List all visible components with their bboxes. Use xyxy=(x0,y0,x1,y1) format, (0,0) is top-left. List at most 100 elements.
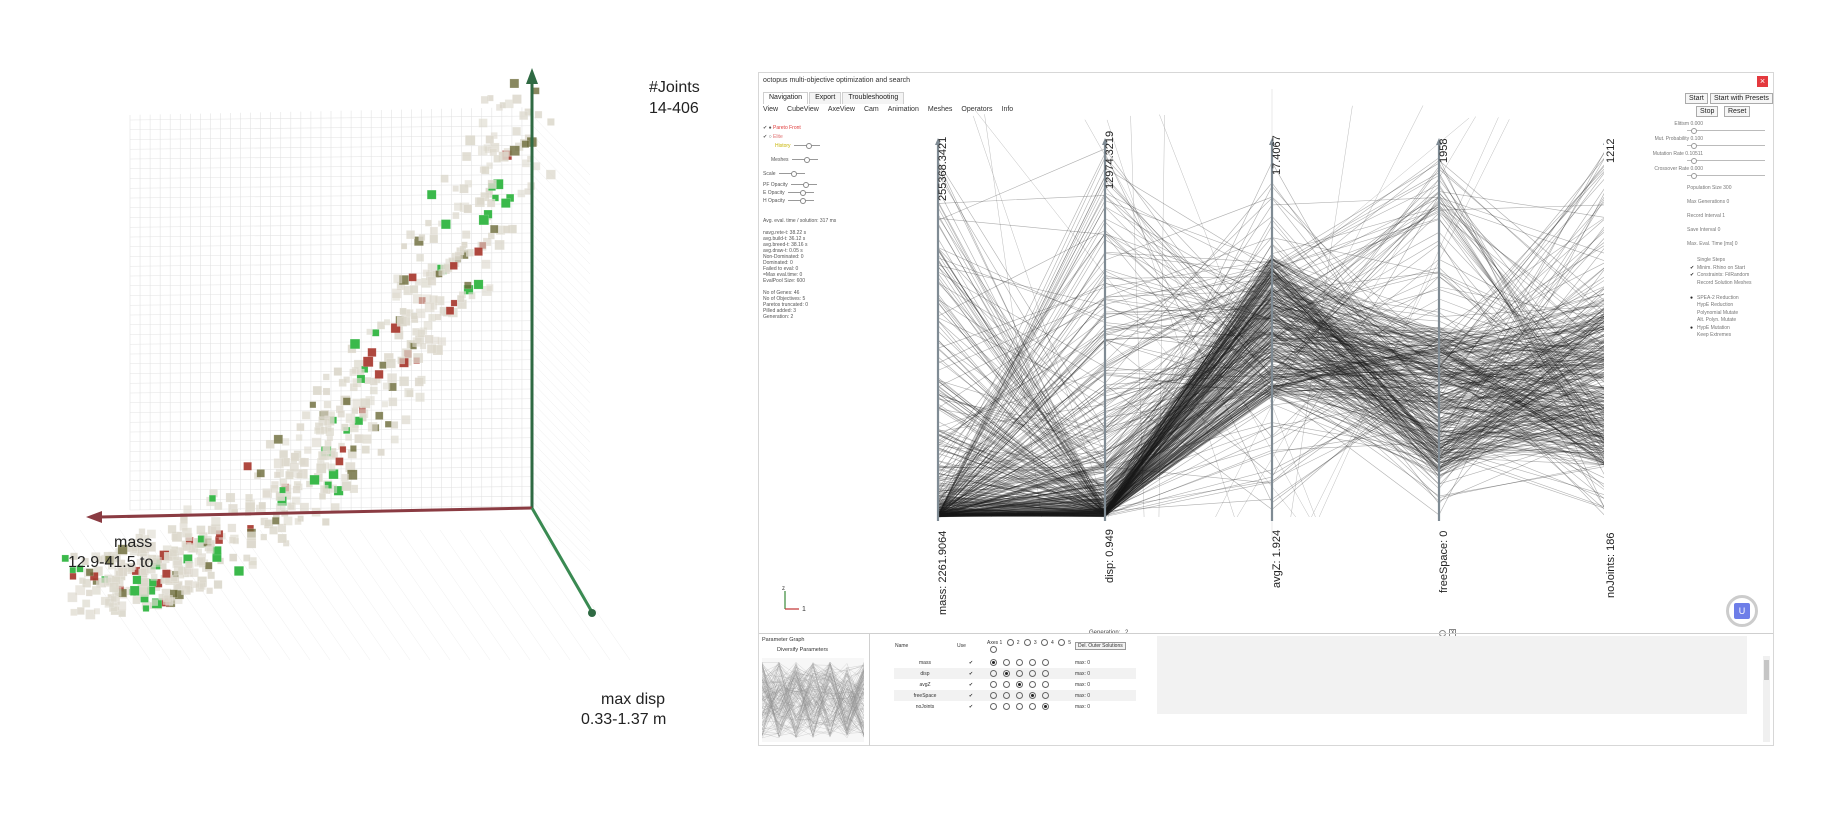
option-item[interactable]: ✔ Minim. Rhino on Start xyxy=(1690,265,1745,271)
grid-line xyxy=(129,193,533,199)
axis-radio[interactable] xyxy=(1016,703,1023,710)
axis-radio[interactable] xyxy=(1003,692,1010,699)
use-checkbox[interactable]: ✔ xyxy=(968,703,974,710)
objective-row[interactable]: mass ✔ max: 0 xyxy=(894,657,1136,668)
parameter-graph-line xyxy=(762,661,864,723)
axis-radio[interactable] xyxy=(1003,659,1010,666)
option-item[interactable]: ● HypE Mutation xyxy=(1690,325,1730,331)
axis-radio[interactable] xyxy=(990,703,997,710)
option-item[interactable]: Polynomial Mutate xyxy=(1690,310,1738,316)
option-item[interactable]: Record Solution Meshes xyxy=(1690,280,1751,286)
option-item[interactable]: Alt. Polyn. Mutate xyxy=(1690,317,1736,323)
diversify-parameters-label[interactable]: Diversify Parameters xyxy=(777,647,829,653)
menu-view[interactable]: View xyxy=(763,106,779,113)
grid-line xyxy=(129,310,533,316)
axes-radio-group[interactable] xyxy=(986,690,1074,701)
param-slider[interactable] xyxy=(1687,173,1765,179)
tab-export[interactable]: Export xyxy=(809,92,842,104)
user-logo-icon[interactable]: U xyxy=(1726,595,1758,627)
legend-elite[interactable]: ✔ ○ Elite xyxy=(763,134,783,140)
objective-row[interactable]: avgZ ✔ max: 0 xyxy=(894,679,1136,690)
use-checkbox[interactable]: ✔ xyxy=(968,692,974,699)
axis-radio[interactable] xyxy=(1016,670,1023,677)
tab-navigation[interactable]: Navigation xyxy=(763,92,809,104)
axis-radio[interactable] xyxy=(990,670,997,677)
legend-pareto[interactable]: ✔ ● Pareto Front xyxy=(763,125,801,131)
close-button[interactable]: × xyxy=(1757,76,1768,87)
axis-radio[interactable] xyxy=(1003,681,1010,688)
grid-line xyxy=(129,495,533,501)
axes-radio-group[interactable] xyxy=(986,657,1074,668)
setting-field[interactable]: Record Interval 1 xyxy=(1687,213,1726,219)
axis-radio[interactable] xyxy=(1016,681,1023,688)
menu-cubeview[interactable]: CubeView xyxy=(787,106,819,113)
objective-row[interactable]: noJoints ✔ max: 0 xyxy=(894,701,1136,712)
objective-row[interactable]: disp ✔ max: 0 xyxy=(894,668,1136,679)
e-opacity-slider[interactable] xyxy=(787,190,814,197)
pf-opacity-slider[interactable] xyxy=(790,182,817,189)
axis-radio[interactable] xyxy=(1003,703,1010,710)
param-slider[interactable] xyxy=(1687,128,1765,134)
axis-radio[interactable] xyxy=(1029,670,1036,677)
option-item[interactable] xyxy=(1690,287,1697,293)
del-outer-solutions-button[interactable]: Del. Outer Solutions xyxy=(1075,642,1126,650)
parallel-coordinates-plot[interactable] xyxy=(924,89,1604,539)
reset-button[interactable]: Reset xyxy=(1724,106,1751,117)
start-presets-button[interactable]: Start with Presets xyxy=(1710,93,1773,104)
option-item[interactable]: Keep Extremes xyxy=(1690,332,1731,338)
use-checkbox[interactable]: ✔ xyxy=(968,681,974,688)
axis-radio[interactable] xyxy=(1016,659,1023,666)
menu-cam[interactable]: Cam xyxy=(863,106,879,113)
tab-troubleshooting[interactable]: Troubleshooting xyxy=(842,92,905,104)
setting-field[interactable]: Population Size 300 xyxy=(1687,185,1732,191)
parameter-graph-thumbnail[interactable] xyxy=(762,658,864,742)
use-checkbox[interactable]: ✔ xyxy=(968,659,974,666)
param-slider[interactable] xyxy=(1687,143,1765,149)
axis-radio[interactable] xyxy=(1042,692,1049,699)
history-slider[interactable] xyxy=(793,143,820,150)
param-slider[interactable] xyxy=(1687,158,1765,164)
option-item[interactable]: ✔ Constraints: FilRandom xyxy=(1690,272,1749,278)
objective-max: max: 0 xyxy=(1075,703,1091,710)
axis-radio[interactable] xyxy=(1016,692,1023,699)
axis-radio[interactable] xyxy=(990,659,997,666)
objective-row[interactable]: freeSpace ✔ max: 0 xyxy=(894,690,1136,701)
menu-animation[interactable]: Animation xyxy=(887,106,919,113)
objectives-scrollbar[interactable] xyxy=(1763,656,1770,742)
axis-radio[interactable] xyxy=(1042,703,1049,710)
menu-meshes[interactable]: Meshes xyxy=(927,106,953,113)
menu-info[interactable]: Info xyxy=(1001,106,1014,113)
axis-radio[interactable] xyxy=(1042,670,1049,677)
h-opacity-slider[interactable] xyxy=(787,198,814,205)
axis-radio[interactable] xyxy=(990,681,997,688)
use-checkbox[interactable]: ✔ xyxy=(968,670,974,677)
meshes-slider[interactable] xyxy=(791,157,818,164)
setting-field[interactable]: Save Interval 0 xyxy=(1687,227,1721,233)
pareto-3d-plot[interactable] xyxy=(60,60,700,760)
axis-radio[interactable] xyxy=(1029,692,1036,699)
axes-radio-group[interactable] xyxy=(986,679,1074,690)
menu-axeview[interactable]: AxeView xyxy=(827,106,855,113)
axis-radio[interactable] xyxy=(1029,659,1036,666)
setting-field[interactable]: Max Generations 0 xyxy=(1687,199,1730,205)
disp-axis-title: max disp xyxy=(601,691,666,708)
grid-line xyxy=(531,164,591,225)
axis-radio[interactable] xyxy=(990,692,997,699)
stop-button[interactable]: Stop xyxy=(1696,106,1719,117)
option-item[interactable]: ● SPEA-2 Reduction xyxy=(1690,295,1739,301)
axis-radio[interactable] xyxy=(1042,659,1049,666)
axis-radio[interactable] xyxy=(1029,703,1036,710)
legend-history[interactable]: History xyxy=(775,143,923,150)
setting-field[interactable]: Max. Eval. Time [ms] 0 xyxy=(1687,241,1738,247)
scale-slider[interactable] xyxy=(778,171,805,178)
menu-operators[interactable]: Operators xyxy=(961,106,993,113)
axes-radio-group[interactable] xyxy=(986,701,1074,712)
axis-radio[interactable] xyxy=(1042,681,1049,688)
option-item[interactable]: Single Steps xyxy=(1690,257,1725,263)
objectives-scrollbar-thumb[interactable] xyxy=(1764,660,1769,680)
axis-radio[interactable] xyxy=(1029,681,1036,688)
axis-radio[interactable] xyxy=(1003,670,1010,677)
start-button[interactable]: Start xyxy=(1685,93,1708,104)
option-item[interactable]: HypE Reduction xyxy=(1690,302,1733,308)
axes-radio-group[interactable] xyxy=(986,668,1074,679)
